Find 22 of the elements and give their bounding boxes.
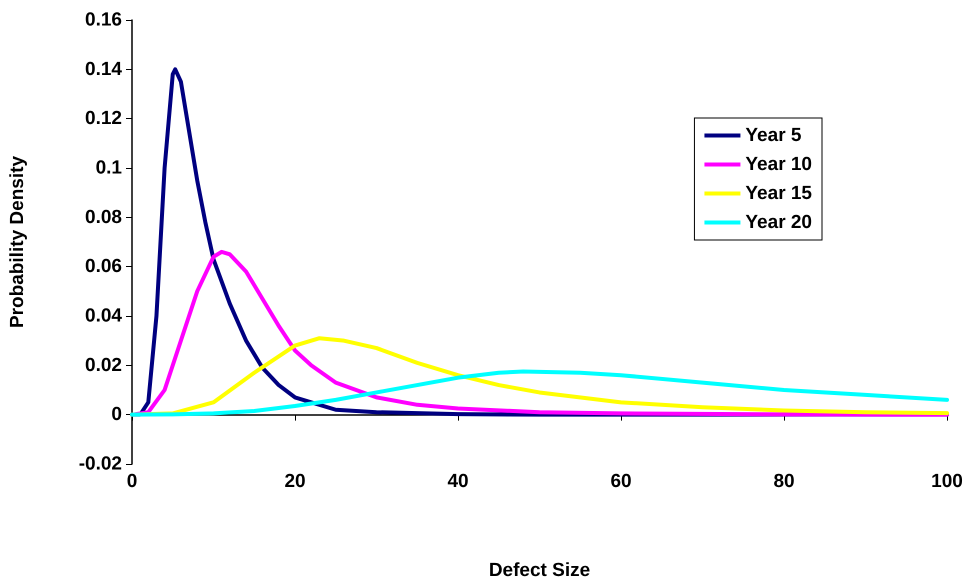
y-tick-label: 0.16 (85, 10, 122, 30)
x-tick-label: 80 (773, 471, 795, 492)
legend-label: Year 10 (745, 154, 812, 175)
y-tick-label: -0.02 (78, 454, 122, 474)
y-tick-label: 0.14 (85, 58, 122, 80)
x-tick-label: 100 (931, 471, 963, 492)
legend-label: Year 20 (745, 212, 812, 233)
y-tick-label: 0.1 (96, 158, 122, 178)
x-tick-label: 20 (284, 471, 306, 492)
y-tick-label: 0.02 (85, 354, 122, 376)
y-tick-label: 0.08 (85, 206, 122, 228)
legend-label: Year 5 (745, 125, 802, 146)
x-axis-title: Defect Size (488, 560, 590, 581)
y-tick-label: 0.04 (85, 306, 122, 326)
legend-label: Year 15 (745, 183, 812, 204)
x-tick-label: 60 (610, 471, 632, 492)
x-tick-label: 40 (447, 471, 469, 492)
y-axis-title: Probability Density (7, 156, 28, 328)
y-tick-label: 0.12 (85, 108, 122, 130)
y-tick-label: 0 (111, 404, 122, 426)
y-tick-label: 0.06 (85, 256, 122, 278)
x-tick-label: 0 (126, 471, 138, 492)
